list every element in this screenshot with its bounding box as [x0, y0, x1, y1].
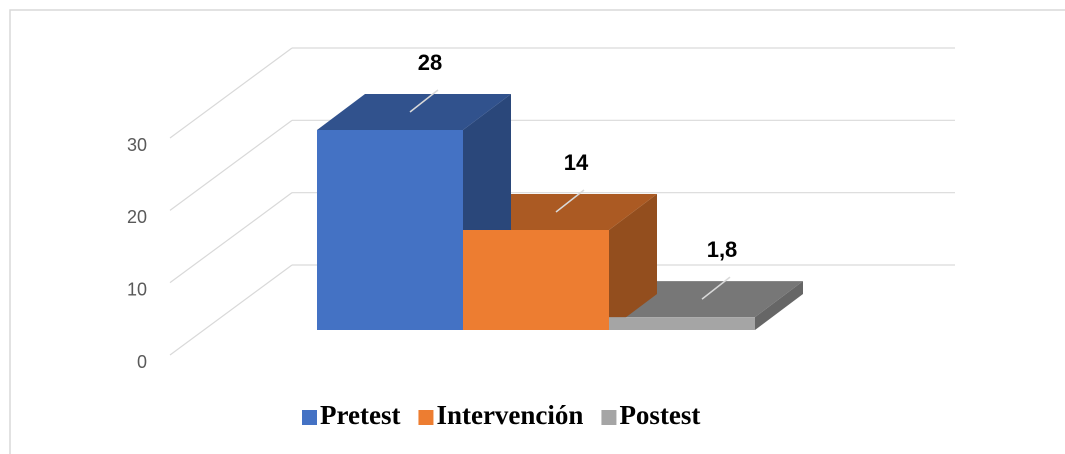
leader-line: [409, 89, 439, 113]
data-label: 1,8: [707, 237, 738, 262]
grid-line: [169, 47, 293, 139]
bar: [463, 229, 609, 330]
y-tick-label: 0: [137, 352, 147, 372]
legend-label: Intervención: [436, 400, 583, 430]
legend-label: Pretest: [320, 400, 400, 430]
bar-top: [609, 281, 803, 318]
bar-top: [463, 193, 657, 230]
chart-frame: [9, 9, 1065, 454]
grid-line: [169, 264, 293, 356]
legend-swatch: [418, 410, 434, 425]
legend-label: Postest: [619, 400, 700, 430]
grid-line: [169, 119, 293, 211]
grid-line: [169, 192, 293, 284]
bar-top: [317, 93, 511, 130]
data-label: 14: [564, 150, 589, 175]
legend-swatch: [302, 410, 317, 425]
leader-line: [555, 189, 585, 213]
bar-side: [755, 281, 803, 330]
legend-swatch: [601, 410, 617, 425]
y-tick-label: 30: [127, 135, 147, 155]
data-label: 28: [418, 50, 442, 75]
y-tick-label: 10: [127, 279, 147, 299]
bar: [317, 129, 463, 330]
leader-line: [701, 276, 731, 300]
bar: [609, 317, 755, 330]
bar-side: [609, 193, 657, 330]
y-tick-label: 20: [127, 207, 147, 227]
